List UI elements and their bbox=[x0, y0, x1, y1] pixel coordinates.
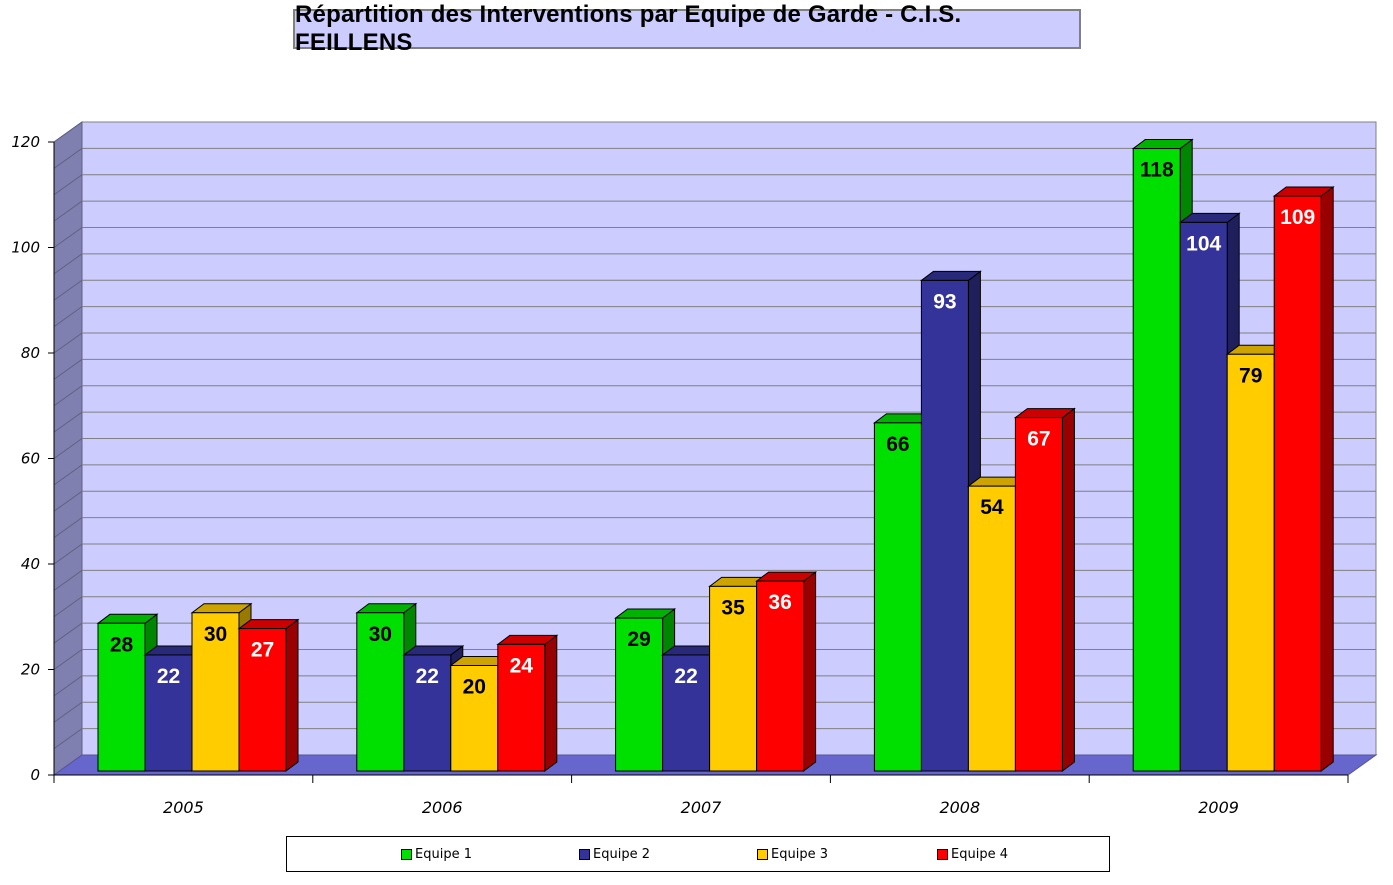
bar bbox=[97, 622, 146, 772]
gridline-side bbox=[53, 569, 83, 591]
y-tick-label: 0 bbox=[30, 766, 40, 784]
gridline-side bbox=[53, 517, 83, 539]
axes: 0 20 40 60 80 100 120 2005 2006 2007 2008 2009 bbox=[11, 133, 1349, 817]
bar-side bbox=[1061, 407, 1075, 772]
y-tick-label: 120 bbox=[11, 133, 40, 151]
data-label: 22 bbox=[416, 665, 439, 688]
legend-label-equipe-3: Equipe 3 bbox=[771, 847, 828, 862]
data-label: 20 bbox=[463, 676, 486, 699]
gridline-side bbox=[53, 253, 83, 275]
gridline-side bbox=[53, 649, 83, 670]
data-label: 28 bbox=[110, 633, 134, 656]
y-tick-label: 100 bbox=[11, 239, 40, 257]
bar bbox=[1226, 353, 1275, 772]
data-label: 36 bbox=[768, 591, 791, 614]
bar bbox=[450, 665, 499, 772]
legend-label-equipe-1: Equipe 1 bbox=[415, 847, 472, 862]
gridline-side bbox=[53, 174, 83, 196]
data-label: 24 bbox=[510, 654, 534, 677]
legend-swatch-equipe-3 bbox=[757, 849, 768, 860]
gridline-side bbox=[53, 306, 83, 328]
gridline-side bbox=[53, 596, 83, 618]
gridline-side bbox=[53, 622, 83, 644]
gridline-side bbox=[53, 358, 83, 380]
y-tick-label: 40 bbox=[21, 555, 40, 573]
bar-side bbox=[803, 571, 817, 772]
data-label: 66 bbox=[886, 433, 909, 456]
bar bbox=[873, 422, 922, 772]
data-label: 30 bbox=[204, 623, 227, 646]
bar bbox=[1273, 195, 1322, 772]
data-label: 54 bbox=[980, 496, 1004, 519]
data-label: 79 bbox=[1239, 364, 1262, 387]
legend-label-equipe-2: Equipe 2 bbox=[593, 847, 650, 862]
gridline-side bbox=[53, 728, 83, 750]
bar bbox=[756, 580, 805, 772]
gridline-side bbox=[53, 438, 83, 459]
bar bbox=[709, 585, 758, 772]
bar bbox=[615, 617, 664, 772]
gridline-side bbox=[53, 227, 83, 248]
legend-swatch-equipe-1 bbox=[401, 849, 412, 860]
gridline-side bbox=[53, 332, 83, 354]
bar bbox=[1179, 221, 1228, 772]
x-tick-label: 2006 bbox=[422, 798, 463, 817]
y-tick-label: 60 bbox=[21, 450, 40, 468]
bar bbox=[191, 612, 240, 772]
bar bbox=[1014, 417, 1063, 772]
legend-item-equipe-3: Equipe 3 bbox=[757, 847, 828, 862]
x-tick-label: 2007 bbox=[681, 798, 723, 817]
legend-swatch-equipe-4 bbox=[937, 849, 948, 860]
bar bbox=[238, 628, 287, 772]
data-label: 93 bbox=[933, 290, 956, 313]
x-tick-label: 2008 bbox=[939, 798, 980, 817]
gridline-side bbox=[53, 701, 83, 723]
gridline-side bbox=[53, 121, 83, 143]
data-label: 35 bbox=[721, 596, 745, 619]
gridline-side bbox=[53, 490, 83, 512]
gridline-side bbox=[53, 464, 83, 486]
bar-side bbox=[544, 634, 558, 772]
data-label: 22 bbox=[157, 665, 180, 688]
y-tick-label: 80 bbox=[21, 344, 40, 362]
legend-label-equipe-4: Equipe 4 bbox=[951, 847, 1008, 862]
legend-item-equipe-4: Equipe 4 bbox=[937, 847, 1008, 862]
bars bbox=[96, 138, 1335, 772]
legend-item-equipe-1: Equipe 1 bbox=[401, 847, 472, 862]
bar bbox=[662, 654, 711, 772]
y-tick-label: 20 bbox=[21, 661, 40, 679]
gridline-side bbox=[53, 385, 83, 407]
data-label: 67 bbox=[1027, 428, 1050, 451]
gridline-side bbox=[53, 543, 83, 565]
data-label: 22 bbox=[674, 665, 697, 688]
bar bbox=[1132, 148, 1181, 772]
data-label: 27 bbox=[251, 639, 274, 662]
value-labels: 28 22 30 27 30 22 20 24 29 22 35 36 66 93 54 67 118 104 79… bbox=[110, 159, 1315, 699]
chart-title: Répartition des Interventions par Equipe… bbox=[293, 1, 1081, 56]
gridline-side bbox=[53, 411, 83, 433]
legend-swatch-equipe-2 bbox=[579, 849, 590, 860]
gridline-side bbox=[53, 675, 83, 697]
gridline-side bbox=[53, 200, 83, 222]
x-tick-label: 2005 bbox=[163, 798, 204, 817]
gridline-side bbox=[53, 147, 83, 169]
bar bbox=[920, 279, 969, 772]
gridline-side bbox=[53, 279, 83, 301]
data-label: 29 bbox=[627, 628, 650, 651]
x-tick-label: 2009 bbox=[1198, 798, 1239, 817]
data-label: 109 bbox=[1280, 206, 1315, 229]
legend: Equipe 1 Equipe 2 Equipe 3 Equipe 4 bbox=[286, 836, 1110, 872]
data-label: 30 bbox=[369, 623, 392, 646]
bar-side bbox=[285, 618, 299, 772]
legend-item-equipe-2: Equipe 2 bbox=[579, 847, 650, 862]
bar bbox=[967, 485, 1016, 772]
data-label: 118 bbox=[1140, 159, 1174, 182]
bar-side bbox=[1320, 186, 1334, 772]
data-label: 104 bbox=[1186, 232, 1221, 255]
bar bbox=[403, 654, 452, 772]
bar bbox=[497, 643, 546, 772]
